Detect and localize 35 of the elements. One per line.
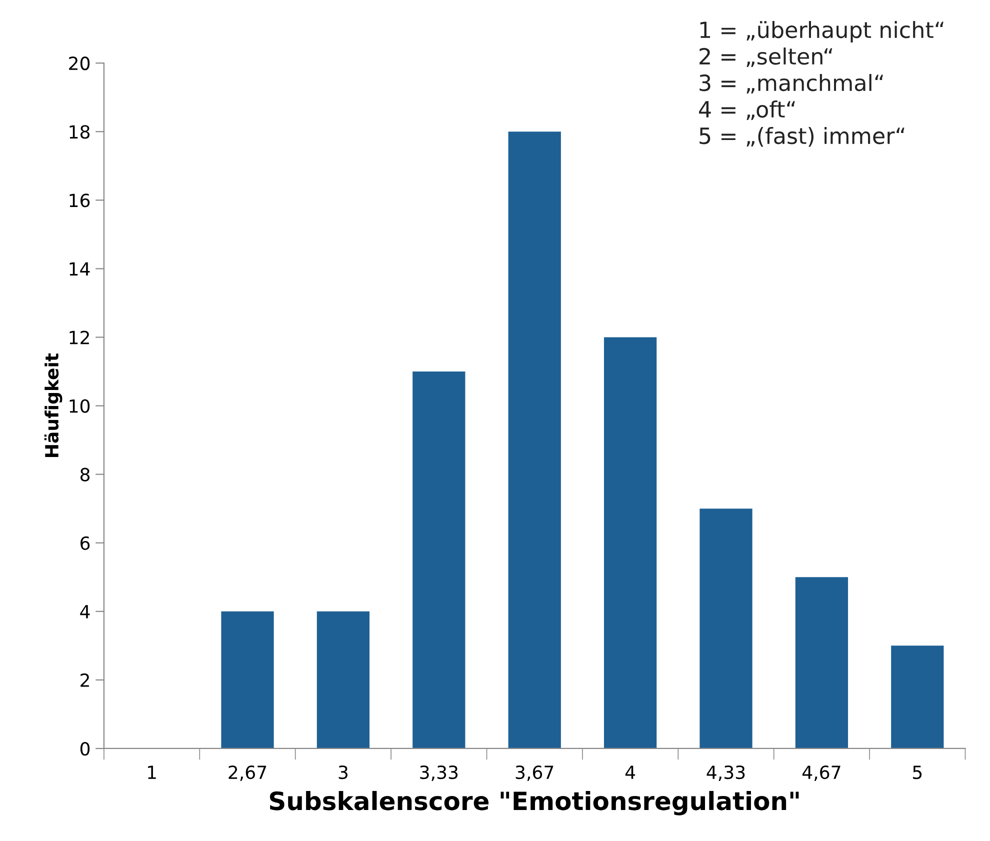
x-tick-label: 5 [913, 766, 922, 780]
x-tick-label: 4,33 [706, 765, 745, 781]
bar [700, 508, 752, 748]
x-axis-title: Subskalenscore "Emotionsregulation" [270, 790, 799, 816]
y-tick-label: 2 [80, 673, 89, 687]
y-tick-label: 8 [80, 468, 90, 482]
y-axis-title: Häufigkeit [44, 353, 62, 457]
bar [221, 611, 274, 748]
y-tick-label: 12 [70, 330, 89, 344]
x-tick-label: 4,67 [802, 765, 840, 781]
bar [412, 372, 466, 748]
y-tick-label: 14 [70, 262, 90, 276]
x-tick-label: 3,33 [420, 765, 458, 781]
y-tick-label: 4 [80, 605, 90, 618]
bar [795, 577, 848, 748]
x-tick-label: 3 [338, 765, 348, 780]
text: 1 = „überhaupt nicht“ [700, 21, 944, 43]
y-tick-label: 6 [80, 536, 90, 550]
y-tick-label: 0 [80, 742, 90, 756]
bar [316, 611, 370, 748]
y-tick-label: 16 [70, 194, 90, 208]
x-tick-label: 3,67 [516, 765, 554, 781]
x-tick-label: 2,67 [228, 765, 266, 781]
y-tick-label: 20 [69, 56, 90, 70]
y-tick-label: 10 [70, 399, 90, 413]
x-tick-label: 4 [625, 766, 636, 779]
annotation: 4 = „oft“ [699, 100, 795, 120]
annotation: 3 = „manchmal“ [700, 74, 883, 94]
annotation: 5 = „(fast) immer“ [700, 126, 904, 147]
x-tick-label: 1 [148, 766, 156, 779]
annotation: 2 = „selten“ [700, 48, 832, 67]
bar [604, 337, 657, 748]
bar [508, 132, 561, 748]
y-tick-label: 18 [70, 125, 90, 139]
bar [891, 646, 944, 748]
